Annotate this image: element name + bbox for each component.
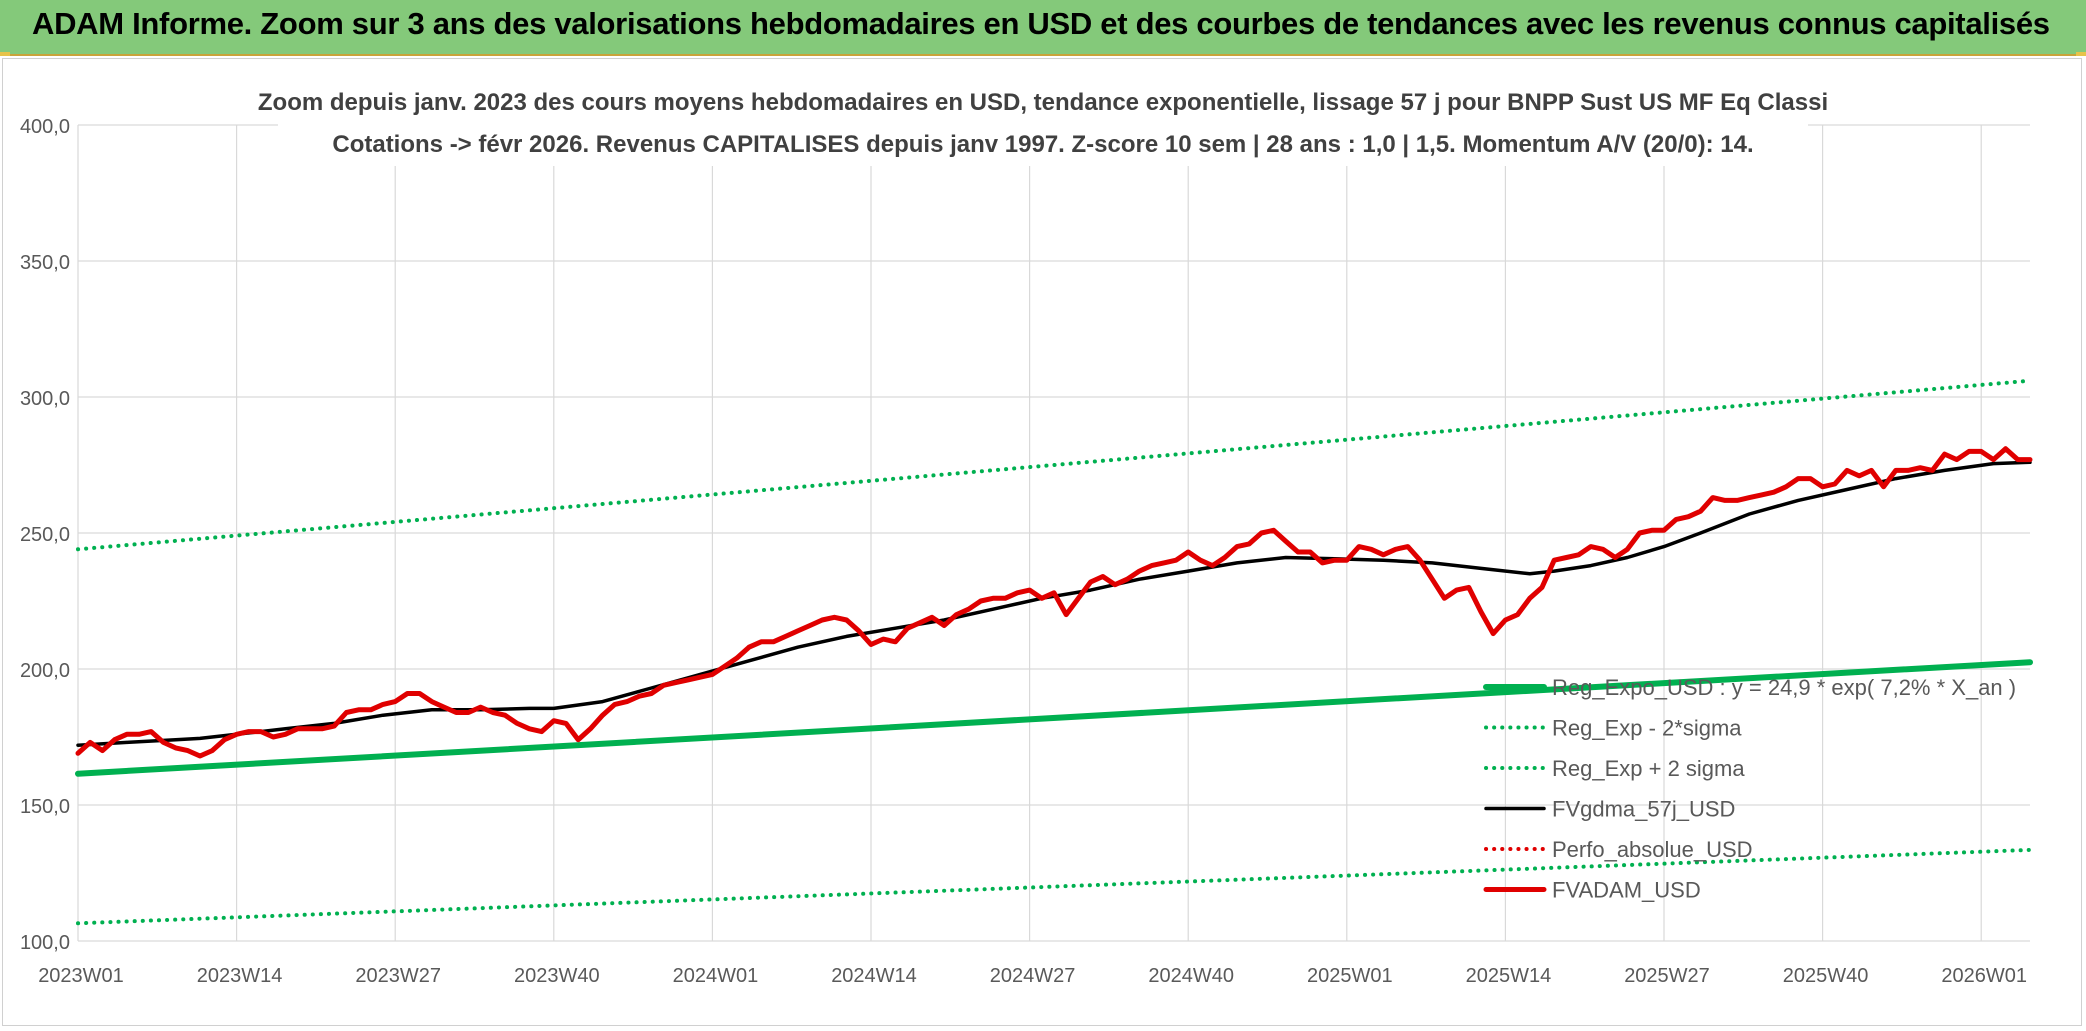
x-tick-label: 2024W01 [673, 965, 759, 987]
chart-title-line2: Cotations -> févr 2026. Revenus CAPITALI… [332, 131, 1753, 158]
legend-label: FVgdma_57j_USD [1552, 797, 1735, 822]
x-tick-label: 2026W01 [1941, 965, 2027, 987]
series-line-3 [76, 460, 2032, 747]
axes: 100,0 150,0 200,0 250,0 300,0 350,0 400,0 2023W… [20, 116, 2027, 987]
report-banner: ADAM Informe. Zoom sur 3 ans des valoris… [0, 0, 2086, 56]
chart-frame [2, 58, 2082, 1026]
legend-label: Reg_Exp - 2*sigma [1552, 716, 1742, 741]
legend: Reg_Expo_USD : y = 24,9 * exp( 7,2% * X_… [1483, 675, 2016, 903]
x-tick-label: 2023W14 [197, 965, 283, 987]
x-tick-label: 2024W27 [990, 965, 1076, 987]
x-tick-label: 2025W40 [1783, 965, 1869, 987]
x-tick-label: 2025W14 [1466, 965, 1552, 987]
series-layer [75, 378, 2033, 926]
legend-label: FVADAM_USD [1552, 878, 1701, 903]
chart-title-line1: Zoom depuis janv. 2023 des cours moyens … [258, 89, 1828, 116]
y-tick-label: 100,0 [20, 932, 70, 954]
x-tick-label: 2023W27 [355, 965, 441, 987]
series-line-2 [76, 378, 2032, 552]
x-tick-label: 2025W27 [1624, 965, 1710, 987]
y-tick-label: 200,0 [20, 660, 70, 682]
x-tick-label: 2025W01 [1307, 965, 1393, 987]
series-line-0 [75, 659, 2033, 777]
frame-corner-mark [0, 52, 10, 56]
series-line-1 [76, 847, 2032, 926]
x-tick-label: 2023W40 [514, 965, 600, 987]
series-line-5 [75, 446, 2033, 759]
x-tick-label: 2024W40 [1148, 965, 1234, 987]
x-tick-label: 2024W14 [831, 965, 917, 987]
title-background [278, 80, 1808, 166]
y-tick-label: 400,0 [20, 116, 70, 138]
y-tick-label: 300,0 [20, 388, 70, 410]
report-title: ADAM Informe. Zoom sur 3 ans des valoris… [32, 6, 2050, 41]
frame-corner-mark [2076, 52, 2086, 56]
legend-label: Reg_Exp + 2 sigma [1552, 756, 1745, 781]
grid [77, 124, 2030, 942]
chart-title: Zoom depuis janv. 2023 des cours moyens … [258, 80, 1828, 166]
x-tick-label: 2023W01 [38, 965, 124, 987]
y-tick-label: 350,0 [20, 252, 70, 274]
y-tick-label: 150,0 [20, 796, 70, 818]
legend-label: Perfo_absolue_USD [1552, 837, 1753, 862]
y-tick-label: 250,0 [20, 524, 70, 546]
legend-label: Reg_Expo_USD : y = 24,9 * exp( 7,2% * X_… [1552, 675, 2016, 700]
